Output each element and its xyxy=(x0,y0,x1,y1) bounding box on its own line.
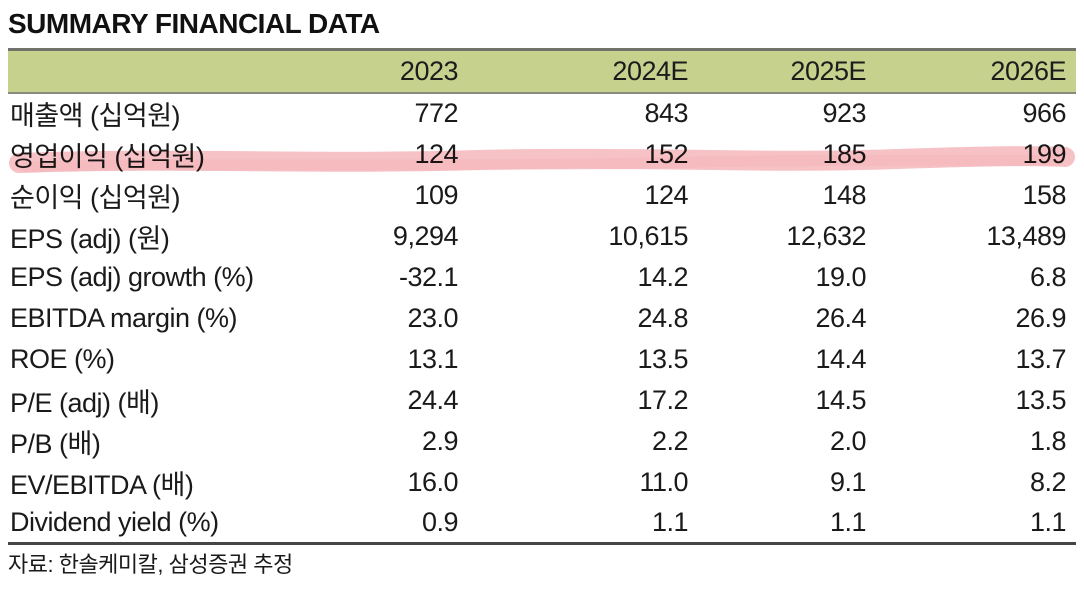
table-row-highlighted: 영업이익 (십억원) 124 152 185 199 xyxy=(8,134,1076,175)
value-cell: 2.9 xyxy=(421,425,459,456)
value-cell: 10,615 xyxy=(608,220,688,251)
value-cell: 14.4 xyxy=(815,343,866,374)
value-cell: 152 xyxy=(644,138,688,169)
value-cell: 109 xyxy=(414,179,458,210)
value-cell: 13.5 xyxy=(1015,384,1066,415)
value-cell: 16.0 xyxy=(407,466,458,497)
value-cell: 24.8 xyxy=(637,302,688,333)
row-label: EBITDA margin (%) xyxy=(10,302,238,333)
table-header-row: 2023 2024E 2025E 2026E xyxy=(8,49,1076,94)
row-label: EPS (adj) (원) xyxy=(10,223,170,254)
table-row: P/E (adj) (배) 24.4 17.2 14.5 13.5 xyxy=(8,380,1076,421)
financial-table: 2023 2024E 2025E 2026E 매출액 (십억원) 772 843 92… xyxy=(8,48,1076,545)
page-title: SUMMARY FINANCIAL DATA xyxy=(8,8,380,39)
value-cell: 1.1 xyxy=(829,506,867,537)
value-cell: 9,294 xyxy=(392,220,459,251)
value-cell: 843 xyxy=(644,98,688,128)
table-row: EPS (adj) growth (%) -32.1 14.2 19.0 6.8 xyxy=(8,257,1076,298)
value-cell: 17.2 xyxy=(637,384,688,415)
header-cell-2024e: 2024E xyxy=(458,49,689,94)
row-label: 영업이익 (십억원) xyxy=(10,141,205,172)
value-cell: 11.0 xyxy=(639,466,688,497)
row-label: Dividend yield (%) xyxy=(10,506,219,537)
header-cell-2023: 2023 xyxy=(328,49,459,94)
value-cell: 1.1 xyxy=(1029,506,1067,537)
table-row: P/B (배) 2.9 2.2 2.0 1.8 xyxy=(8,421,1076,462)
value-cell: -32.1 xyxy=(398,261,459,292)
table-row: ROE (%) 13.1 13.5 14.4 13.7 xyxy=(8,339,1076,380)
value-cell: 23.0 xyxy=(407,302,458,333)
value-cell: 14.2 xyxy=(637,261,688,292)
row-label: EV/EBITDA (배) xyxy=(10,469,194,500)
value-cell: 2.2 xyxy=(651,425,689,456)
row-label: ROE (%) xyxy=(10,343,115,374)
value-cell: 124 xyxy=(414,138,458,169)
value-cell: 124 xyxy=(644,179,688,210)
row-label: EPS (adj) growth (%) xyxy=(10,261,254,292)
table-body: 매출액 (십억원) 772 843 923 966 영업이익 (십억원) 124 152 185… xyxy=(8,93,1076,544)
value-cell: 19.0 xyxy=(815,261,866,292)
table-header: 2023 2024E 2025E 2026E xyxy=(8,49,1076,94)
value-cell: 772 xyxy=(414,98,458,128)
value-cell: 26.9 xyxy=(1015,302,1066,333)
row-label: P/B (배) xyxy=(10,428,101,459)
value-cell: 12,632 xyxy=(786,220,866,251)
value-cell: 148 xyxy=(822,179,866,210)
table-row: EBITDA margin (%) 23.0 24.8 26.4 26.9 xyxy=(8,298,1076,339)
value-cell: 8.2 xyxy=(1029,466,1067,497)
header-cell-label xyxy=(8,49,328,94)
row-label: P/E (adj) (배) xyxy=(10,387,159,418)
value-cell: 13.5 xyxy=(637,343,688,374)
value-cell: 1.8 xyxy=(1029,425,1067,456)
value-cell: 923 xyxy=(822,98,866,128)
value-cell: 26.4 xyxy=(815,302,866,333)
value-cell: 2.0 xyxy=(829,425,867,456)
source-note: 자료: 한솔케미칼, 삼성증권 추정 xyxy=(8,552,293,577)
value-cell: 0.9 xyxy=(421,506,459,537)
value-cell: 185 xyxy=(822,138,866,169)
value-cell: 24.4 xyxy=(407,384,458,415)
financial-table-wrap: 2023 2024E 2025E 2026E 매출액 (십억원) 772 843 92… xyxy=(8,48,1076,545)
value-cell: 966 xyxy=(1022,98,1066,128)
table-row: Dividend yield (%) 0.9 1.1 1.1 1.1 xyxy=(8,503,1076,544)
table-row: 매출액 (십억원) 772 843 923 966 xyxy=(8,93,1076,134)
table-row: EV/EBITDA (배) 16.0 11.0 9.1 8.2 xyxy=(8,462,1076,503)
header-cell-2025e: 2025E xyxy=(688,49,867,94)
row-label: 매출액 (십억원) xyxy=(10,101,181,131)
header-cell-2026e: 2026E xyxy=(866,49,1076,94)
value-cell: 14.5 xyxy=(815,384,866,415)
value-cell: 9.1 xyxy=(829,466,867,497)
value-cell: 13.7 xyxy=(1015,343,1066,374)
table-row: 순이익 (십억원) 109 124 148 158 xyxy=(8,175,1076,216)
value-cell: 158 xyxy=(1022,179,1066,210)
row-label: 순이익 (십억원) xyxy=(10,182,181,213)
value-cell: 1.1 xyxy=(651,506,689,537)
value-cell: 13.1 xyxy=(407,343,458,374)
table-row: EPS (adj) (원) 9,294 10,615 12,632 13,489 xyxy=(8,216,1076,257)
value-cell: 199 xyxy=(1022,138,1066,169)
value-cell: 6.8 xyxy=(1029,261,1067,292)
value-cell: 13,489 xyxy=(986,220,1066,251)
